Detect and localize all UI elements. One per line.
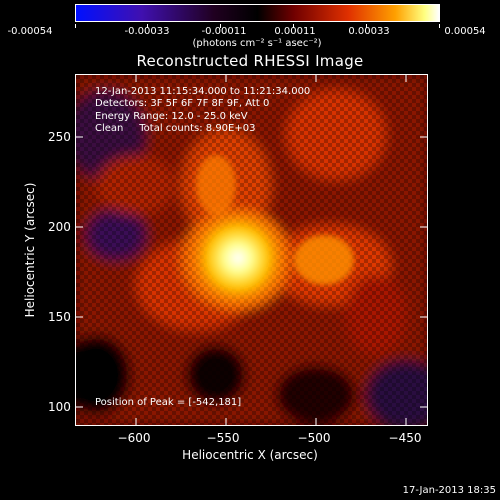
energy-range-label: Energy Range: 12.0 - 25.0 keV (95, 111, 248, 122)
y-tick-label: 250 (48, 130, 71, 144)
colorbar-tick-label: 0.00054 (444, 26, 486, 37)
x-axis-label: Heliocentric X (arcsec) (182, 448, 318, 462)
heatmap-image (76, 75, 427, 425)
colorbar-tick-label: 0.00033 (348, 26, 390, 37)
peak-position-label: Position of Peak = [-542,181] (95, 397, 242, 408)
detectors-label: Detectors: 3F 5F 6F 7F 8F 9F, Att 0 (95, 98, 270, 109)
y-tick-label: 150 (48, 310, 71, 324)
colorbar-tick-label: -0.00033 (124, 26, 170, 37)
time-range-label: 12-Jan-2013 11:15:34.000 to 11:21:34.000 (95, 86, 311, 97)
x-tick-label: −550 (206, 431, 240, 445)
colorbar-tick-label: -0.00011 (201, 26, 247, 37)
colorbar-tick (293, 24, 294, 28)
x-tick-label: −500 (297, 431, 331, 445)
y-axis-label: Heliocentric Y (arcsec) (23, 182, 37, 318)
colorbar-tick (366, 24, 367, 28)
colorbar-tick (75, 24, 76, 28)
colorbar-tick-label: 0.00011 (274, 26, 316, 37)
colorbar-tick-label: -0.00054 (7, 26, 53, 37)
colorbar-units: (photons cm⁻² s⁻¹ asec⁻²) (192, 38, 322, 49)
colorbar-tick (439, 24, 440, 28)
timestamp: 17-Jan-2013 18:35 (402, 485, 496, 496)
x-tick-label: −600 (117, 431, 151, 445)
plot-frame (75, 74, 428, 426)
y-tick-label: 200 (48, 220, 71, 234)
y-tick-label: 100 (48, 400, 71, 414)
colorbar-tick (220, 24, 221, 28)
colorbar-tick (147, 24, 148, 28)
plot-title: Reconstructed RHESSI Image (136, 52, 364, 70)
clean-counts-label: Clean Total counts: 8.90E+03 (95, 123, 256, 134)
axis-ticks (75, 74, 428, 426)
colorbar (75, 4, 440, 22)
x-tick-label: −450 (388, 431, 422, 445)
